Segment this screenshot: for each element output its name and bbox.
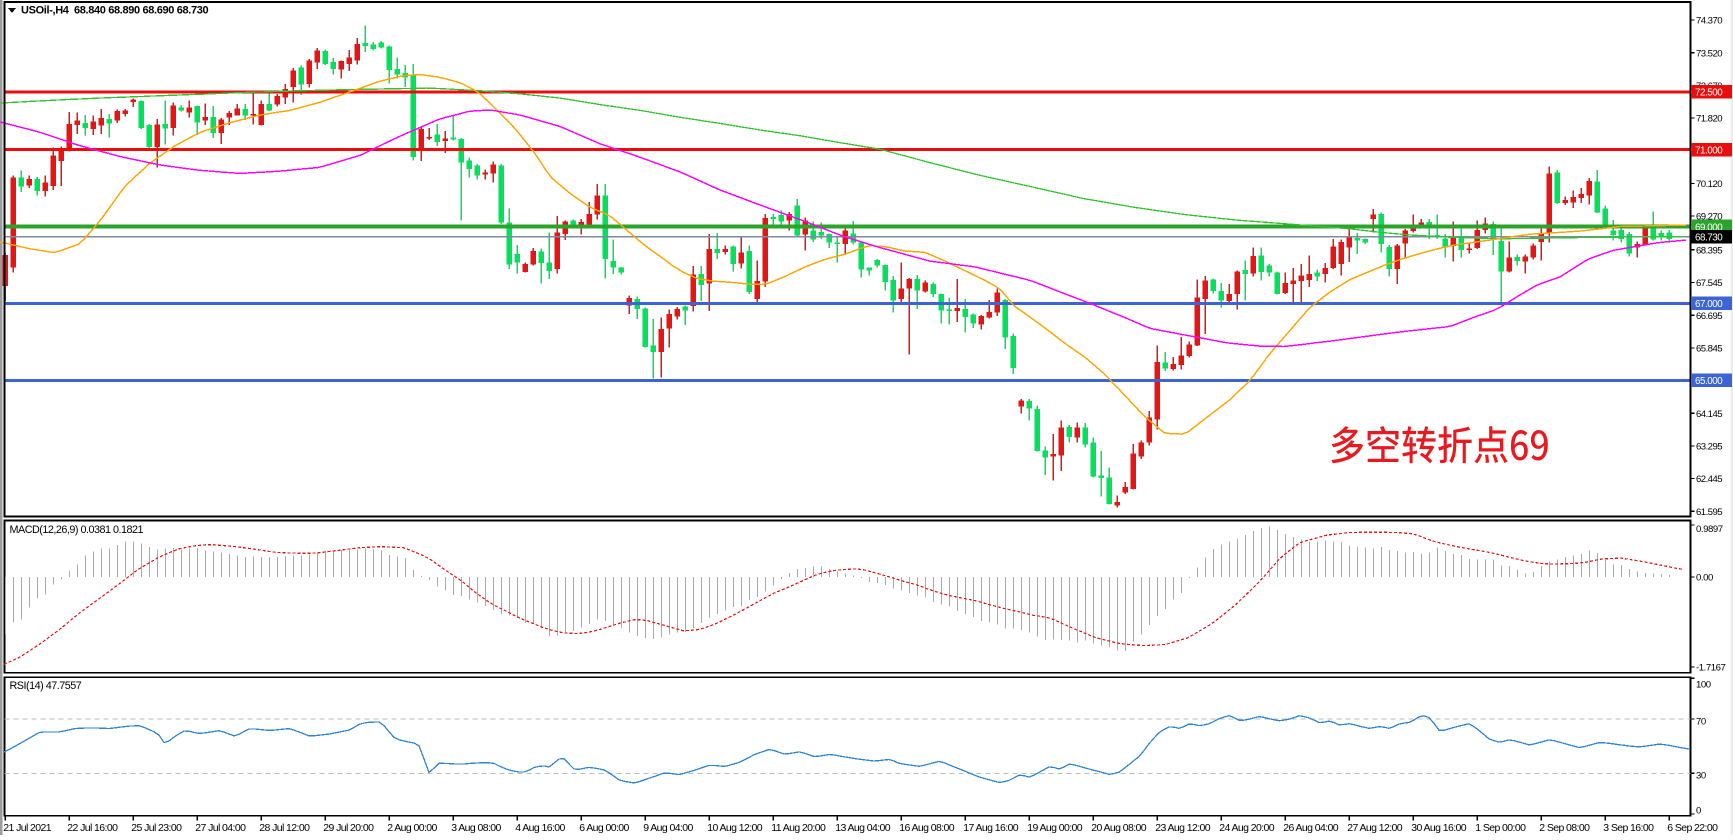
svg-text:71.000: 71.000 [1695,145,1723,156]
svg-text:29 Jul 20:00: 29 Jul 20:00 [323,822,374,834]
svg-text:-1.7167: -1.7167 [1696,662,1726,673]
svg-text:6 Sep 22:00: 6 Sep 22:00 [1667,822,1718,834]
svg-text:19 Aug 00:00: 19 Aug 00:00 [1027,822,1082,834]
svg-text:28 Jul 12:00: 28 Jul 12:00 [259,822,310,834]
svg-text:20 Aug 08:00: 20 Aug 08:00 [1091,822,1146,834]
svg-text:27 Jul 04:00: 27 Jul 04:00 [195,822,246,834]
svg-text:63.295: 63.295 [1696,442,1722,453]
svg-text:100: 100 [1696,679,1711,690]
svg-text:3 Aug 08:00: 3 Aug 08:00 [451,822,501,834]
svg-text:74.370: 74.370 [1696,16,1722,27]
svg-text:65.000: 65.000 [1695,376,1723,387]
svg-text:62.445: 62.445 [1696,474,1722,485]
svg-text:70.120: 70.120 [1696,179,1722,190]
svg-text:1 Sep 00:00: 1 Sep 00:00 [1475,822,1526,834]
svg-text:67.545: 67.545 [1696,278,1722,289]
svg-text:67.000: 67.000 [1695,299,1723,310]
svg-text:9 Aug 04:00: 9 Aug 04:00 [643,822,693,834]
svg-text:25 Jul 23:00: 25 Jul 23:00 [131,822,182,834]
svg-text:24 Aug 20:00: 24 Aug 20:00 [1219,822,1274,834]
svg-text:2 Sep 08:00: 2 Sep 08:00 [1539,822,1590,834]
svg-text:61.595: 61.595 [1696,507,1722,518]
svg-text:23 Aug 12:00: 23 Aug 12:00 [1155,822,1210,834]
svg-text:17 Aug 16:00: 17 Aug 16:00 [963,822,1018,834]
svg-text:69.270: 69.270 [1696,212,1722,223]
svg-text:4 Aug 16:00: 4 Aug 16:00 [515,822,565,834]
svg-text:10 Aug 12:00: 10 Aug 12:00 [707,822,762,834]
svg-text:27 Aug 12:00: 27 Aug 12:00 [1347,822,1402,834]
svg-text:65.845: 65.845 [1696,344,1722,355]
svg-text:16 Aug 08:00: 16 Aug 08:00 [899,822,954,834]
svg-text:21 Jul 2021: 21 Jul 2021 [3,822,51,834]
svg-text:11 Aug 20:00: 11 Aug 20:00 [771,822,826,834]
svg-text:70: 70 [1696,716,1706,727]
svg-text:6 Aug 00:00: 6 Aug 00:00 [579,822,629,834]
svg-text:RSI(14) 47.7557: RSI(14) 47.7557 [10,680,82,692]
svg-text:68.730: 68.730 [1695,233,1723,244]
svg-text:USOil-,H4 68.840 68.890 68.69: USOil-,H4 68.840 68.890 68.690 68.730 [21,5,209,17]
svg-text:3 Sep 16:00: 3 Sep 16:00 [1603,822,1654,834]
svg-text:69.000: 69.000 [1695,222,1723,233]
svg-text:73.520: 73.520 [1696,48,1722,59]
svg-text:30: 30 [1696,770,1706,781]
svg-text:26 Aug 04:00: 26 Aug 04:00 [1283,822,1338,834]
svg-text:0.00: 0.00 [1696,573,1713,584]
svg-text:MACD(12,26,9) 0.0381 0.1821: MACD(12,26,9) 0.0381 0.1821 [10,524,144,536]
svg-text:71.820: 71.820 [1696,114,1722,125]
svg-text:64.145: 64.145 [1696,409,1722,420]
svg-text:2 Aug 00:00: 2 Aug 00:00 [387,822,437,834]
svg-text:0.9897: 0.9897 [1696,524,1723,535]
svg-text:0: 0 [1696,805,1701,816]
svg-text:68.395: 68.395 [1696,245,1722,256]
svg-text:66.695: 66.695 [1696,311,1722,322]
svg-text:72.500: 72.500 [1695,88,1723,99]
svg-text:22 Jul 16:00: 22 Jul 16:00 [67,822,118,834]
svg-text:13 Aug 04:00: 13 Aug 04:00 [835,822,890,834]
svg-text:30 Aug 16:00: 30 Aug 16:00 [1411,822,1466,834]
